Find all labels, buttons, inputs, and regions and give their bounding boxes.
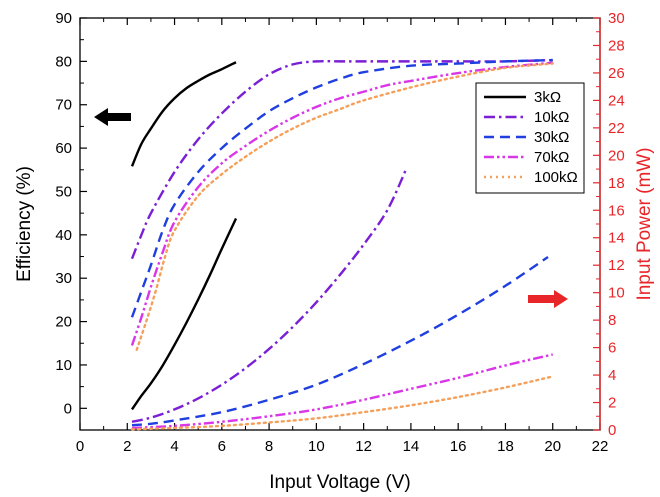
left-y-tick-label: 70 (55, 97, 72, 114)
x-tick-label: 14 (403, 438, 420, 455)
left-y-tick-label: 20 (55, 314, 72, 331)
left-y-tick-label: 60 (55, 140, 72, 157)
left-axis-arrow-icon (94, 108, 131, 126)
legend: 3kΩ 10kΩ 30kΩ 70kΩ 100kΩ (475, 82, 585, 194)
right-y-axis-label: Input Power (mW) (634, 147, 655, 300)
right-y-tick-label: 0 (608, 422, 616, 439)
right-y-tick-label: 24 (608, 92, 625, 109)
right-axis-arrow-icon (528, 290, 568, 308)
left-y-axis: 0 10 20 30 40 50 60 70 80 90 (55, 10, 87, 417)
x-axis-label: Input Voltage (V) (269, 472, 411, 493)
right-y-tick-label: 6 (608, 340, 616, 357)
right-y-tick-label: 16 (608, 202, 625, 219)
efficiency-curve-70k (130, 61, 553, 346)
right-y-tick-label: 4 (608, 367, 616, 384)
left-y-axis-label: Efficiency (%) (14, 166, 35, 282)
curves (130, 58, 554, 431)
right-y-tick-label: 20 (608, 147, 625, 164)
left-y-tick-label: 50 (55, 183, 72, 200)
power-curve-100k (130, 375, 554, 431)
left-y-tick-label: 30 (55, 270, 72, 287)
right-y-tick-label: 22 (608, 120, 625, 137)
power-curve-30k (131, 255, 549, 427)
legend-label: 3kΩ (534, 89, 561, 106)
efficiency-curve-30k (130, 58, 553, 318)
legend-label: 100kΩ (534, 169, 578, 186)
plot-frame (79, 17, 601, 431)
x-tick-label: 12 (355, 438, 372, 455)
efficiency-curve-10k (130, 58, 553, 260)
x-tick-label: 16 (450, 438, 467, 455)
right-y-tick-label: 30 (608, 10, 625, 27)
power-curve-10k (131, 168, 408, 423)
efficiency-curve-3k (130, 61, 237, 167)
x-axis: 0 2 4 6 8 10 12 14 16 18 20 22 (76, 18, 609, 455)
x-tick-label: 0 (76, 438, 84, 455)
left-y-tick-label: 80 (55, 53, 72, 70)
right-y-tick-label: 8 (608, 312, 616, 329)
legend-label: 70kΩ (534, 149, 569, 166)
left-y-tick-label: 40 (55, 227, 72, 244)
left-y-tick-label: 90 (55, 10, 72, 27)
x-tick-label: 10 (308, 438, 325, 455)
x-tick-label: 8 (265, 438, 273, 455)
x-tick-label: 22 (592, 438, 609, 455)
x-tick-label: 2 (123, 438, 131, 455)
left-y-tick-label: 10 (55, 357, 72, 374)
power-curve-3k (131, 218, 238, 411)
right-y-tick-label: 10 (608, 285, 625, 302)
right-y-tick-label: 18 (608, 175, 625, 192)
right-y-tick-label: 14 (608, 230, 625, 247)
legend-label: 30kΩ (534, 129, 569, 146)
x-tick-label: 20 (544, 438, 561, 455)
right-y-tick-label: 26 (608, 65, 625, 82)
right-y-tick-label: 28 (608, 37, 625, 54)
x-tick-label: 18 (497, 438, 514, 455)
right-y-tick-label: 12 (608, 257, 625, 274)
axis-arrows (94, 108, 568, 308)
power-curve-70k (131, 353, 554, 430)
x-tick-label: 4 (170, 438, 178, 455)
left-y-tick-label: 0 (64, 400, 72, 417)
legend-label: 10kΩ (534, 109, 569, 126)
x-tick-label: 6 (218, 438, 226, 455)
right-y-tick-label: 2 (608, 395, 616, 412)
